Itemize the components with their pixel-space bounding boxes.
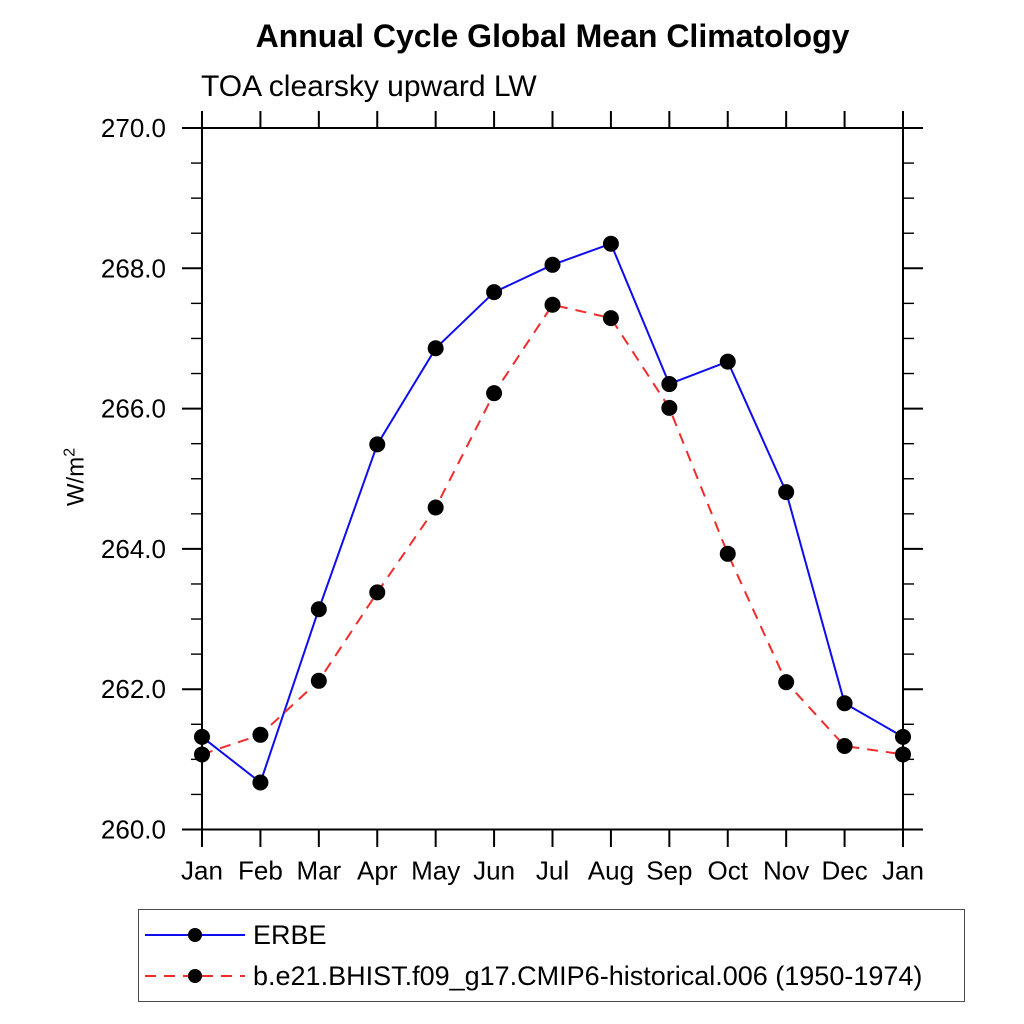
data-point-marker-s1 [486,385,503,402]
x-tick-label: Sep [646,856,692,886]
data-point-marker-s0 [427,340,444,357]
axis-box [201,127,904,831]
y-tick-label: 266.0 [101,394,166,424]
data-point-marker-s1 [602,310,619,327]
y-tick-label: 264.0 [101,534,166,564]
data-point-marker-s0 [369,436,386,453]
data-point-marker-s0 [836,695,853,712]
data-point-marker-s0 [778,484,795,501]
data-point-marker-s0 [252,774,269,791]
y-tick-label: 270.0 [101,113,166,143]
legend-marker-dot [188,969,202,983]
data-point-marker-s1 [544,296,561,313]
data-point-marker-s0 [194,728,210,745]
data-point-marker-s1 [719,545,736,562]
data-point-marker-s0 [486,284,503,301]
data-point-marker-s0 [719,353,736,370]
x-tick-label: May [411,856,460,886]
chart-title: Annual Cycle Global Mean Climatology [255,18,850,54]
legend-label-erbe: ERBE [253,919,327,950]
legend-item-erbe: ERBE [143,919,327,950]
x-tick-label: Jul [536,856,569,886]
x-tick-label: Feb [238,856,283,886]
legend: ERBE b.e21.BHIST.f09_g17.CMIP6-historica… [138,909,965,1002]
data-point-marker-s1 [427,499,444,516]
data-point-marker-s1 [836,738,853,755]
data-point-marker-s0 [602,235,619,252]
legend-item-model: b.e21.BHIST.f09_g17.CMIP6-historical.006… [143,960,923,991]
chart-subtitle: TOA clearsky upward LW [201,70,537,103]
y-tick-label: 260.0 [101,815,166,845]
x-tick-label: Mar [296,856,341,886]
x-tick-label: Nov [763,856,809,886]
x-tick-label: Apr [357,856,398,886]
data-point-marker-s1 [194,746,210,763]
x-tick-label: Jan [181,856,223,886]
data-point-marker-s1 [778,674,795,691]
data-point-marker-s1 [369,584,386,601]
x-tick-label: Jan [882,856,924,886]
legend-label-model: b.e21.BHIST.f09_g17.CMIP6-historical.006… [253,960,923,991]
legend-sample-erbe [145,928,245,942]
series-line-1 [201,303,904,756]
x-tick-label: Aug [588,856,634,886]
data-point-marker-s1 [252,726,269,743]
data-point-marker-s1 [661,399,678,416]
data-point-marker-s0 [310,601,327,618]
data-point-marker-s0 [544,256,561,273]
series-line-0 [201,242,904,784]
x-tick-label: Oct [708,856,749,886]
y-tick-label: 268.0 [101,253,166,283]
data-point-marker-s1 [310,672,327,689]
x-tick-label: Dec [821,856,867,886]
data-point-marker-s1 [895,746,911,763]
y-tick-label: 262.0 [101,674,166,704]
x-tick-label: Jun [473,856,515,886]
legend-marker-dot [188,928,202,942]
data-point-marker-s0 [895,728,911,745]
data-point-marker-s0 [661,376,678,393]
legend-sample-model [145,969,245,983]
